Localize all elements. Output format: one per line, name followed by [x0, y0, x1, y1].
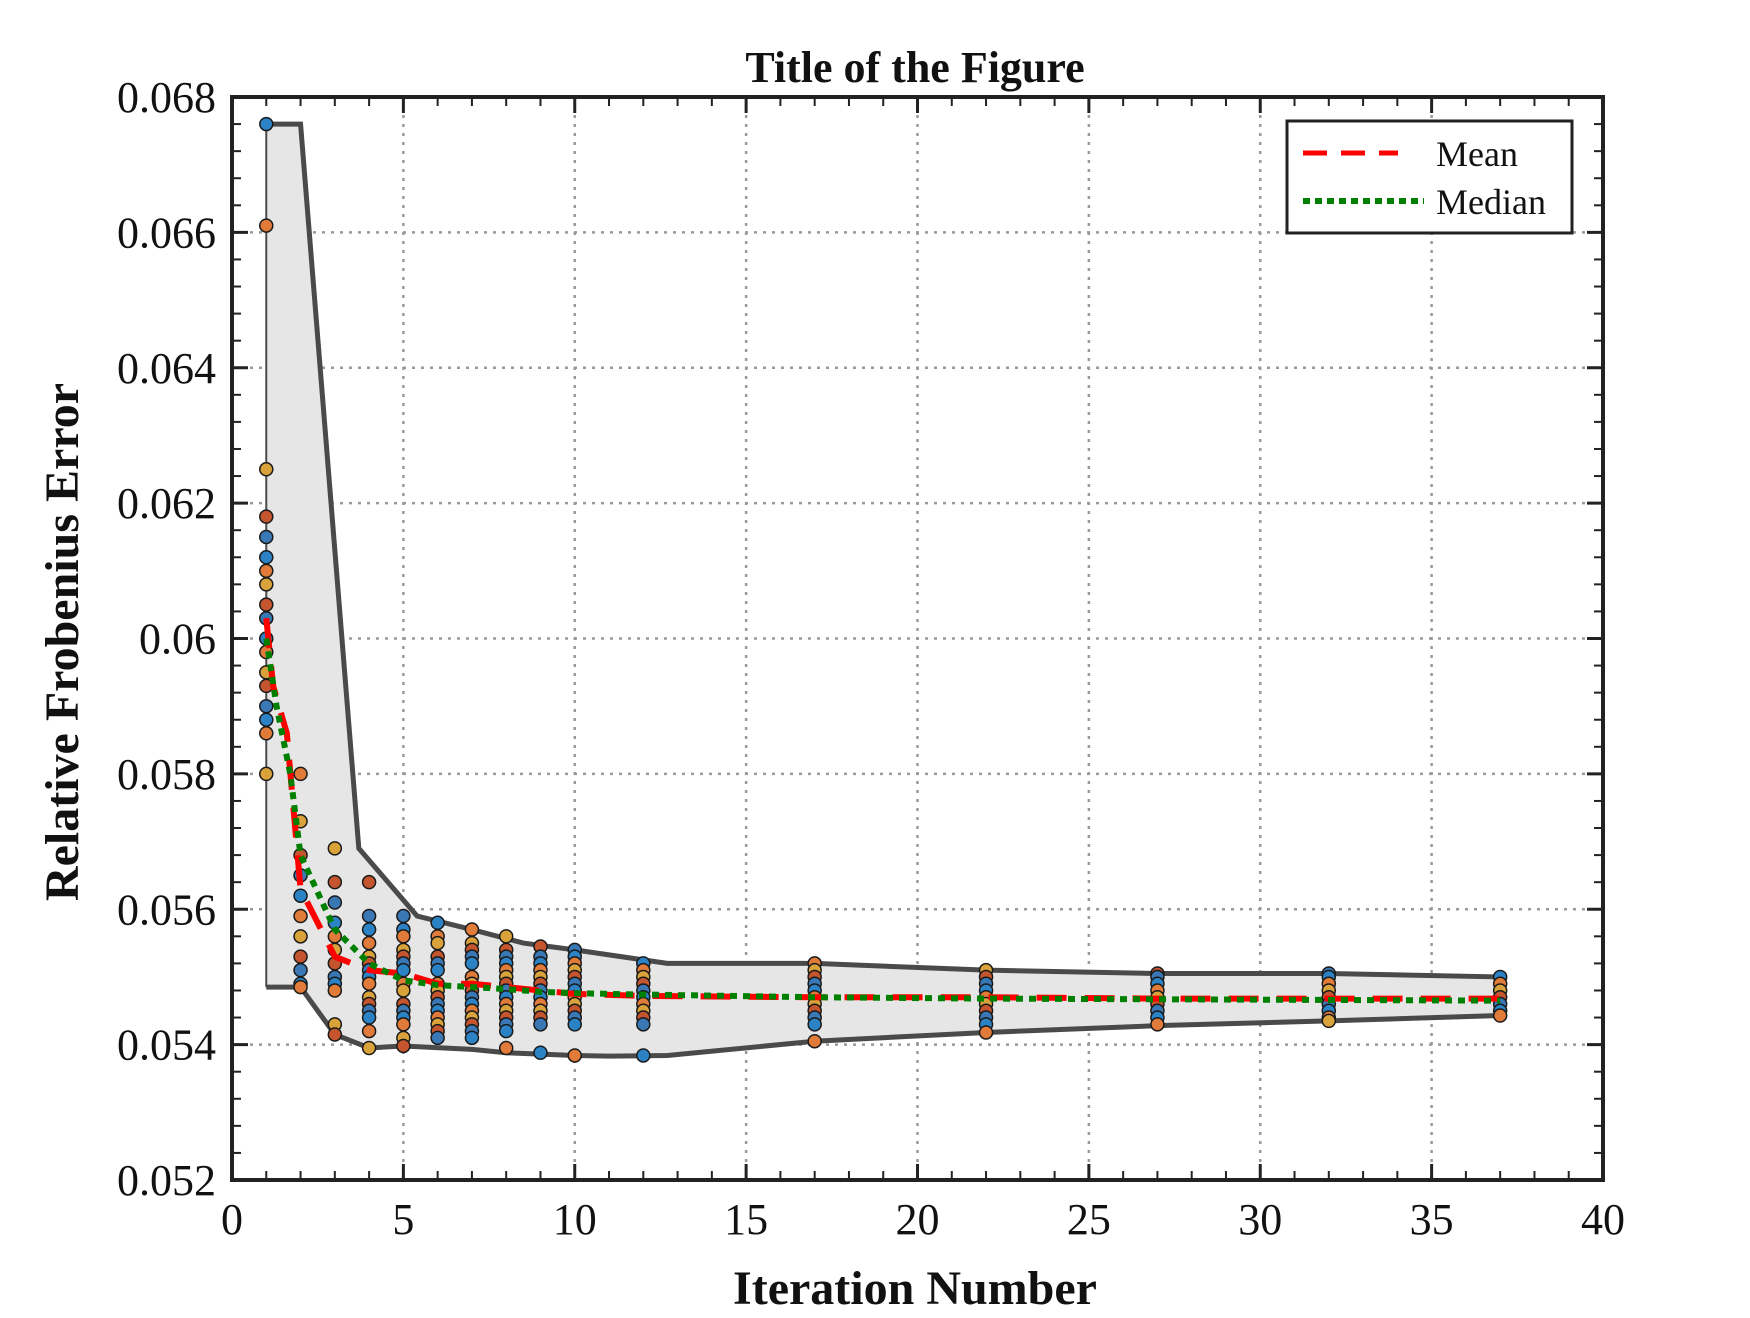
scatter-point: [396, 983, 411, 998]
x-tick-label: 5: [392, 1195, 414, 1244]
scatter-point: [464, 1030, 480, 1046]
range-band-fill: [266, 124, 1501, 1057]
scatter-point: [361, 1040, 377, 1056]
scatter-point: [361, 908, 377, 924]
scatter-point: [567, 1048, 582, 1063]
scatter-point: [259, 577, 274, 592]
y-tick-label: 0.052: [117, 1156, 216, 1205]
legend-label-mean: Mean: [1436, 134, 1518, 174]
scatter-point: [498, 929, 514, 944]
scatter-point: [361, 1010, 377, 1025]
scatter-point: [430, 935, 445, 951]
scatter-point: [533, 1017, 548, 1032]
scatter-point: [259, 116, 274, 132]
x-tick-label: 30: [1238, 1195, 1282, 1244]
scatter-point: [807, 1017, 822, 1032]
x-tick-label: 40: [1581, 1195, 1625, 1244]
x-tick-label: 35: [1410, 1195, 1454, 1244]
scatter-point: [396, 908, 411, 924]
scatter-point: [1150, 1017, 1165, 1032]
x-tick-label: 0: [221, 1195, 243, 1244]
range-band-lower-edge: [266, 984, 1501, 1059]
scatter-point: [430, 915, 445, 931]
scatter-point: [807, 1033, 822, 1049]
scatter-point: [293, 962, 308, 978]
y-tick-label: 0.058: [117, 750, 216, 799]
x-tick-label: 20: [896, 1195, 940, 1244]
legend: Mean Median: [1285, 119, 1574, 235]
y-axis-title: Relative Frobenius Error: [36, 383, 89, 901]
scatter-point: [327, 874, 343, 890]
scatter-point: [259, 597, 274, 612]
scatter-point: [327, 983, 343, 998]
scatter-point: [396, 1017, 411, 1032]
y-tick-label: 0.066: [117, 208, 216, 257]
scatter-point: [259, 726, 274, 741]
scatter-point: [259, 509, 274, 524]
legend-box: [1285, 119, 1574, 235]
scatter-point: [464, 956, 480, 971]
scatter-point: [498, 1040, 514, 1056]
x-axis-title: Iteration Number: [733, 1262, 1097, 1313]
scatter-point: [1321, 1013, 1337, 1029]
scatter-point: [978, 1025, 994, 1040]
scatter-point: [533, 1045, 548, 1060]
scatter-point: [396, 962, 411, 978]
scatter-point: [293, 908, 308, 924]
x-tick-label: 15: [724, 1195, 768, 1244]
y-tick-label: 0.06: [139, 615, 216, 664]
median-line: [263, 638, 1501, 1004]
scatter-point: [293, 949, 308, 964]
scatter-point: [259, 563, 274, 579]
y-tick-label: 0.054: [117, 1021, 216, 1070]
scatter-point: [396, 929, 411, 944]
scatter-point: [327, 1027, 343, 1042]
scatter-point: [498, 1023, 514, 1039]
x-tick-label: 10: [553, 1195, 597, 1244]
scatter-point: [259, 550, 274, 565]
scatter-point: [361, 1023, 377, 1039]
scatter-point: [464, 922, 480, 937]
scatter-point: [361, 922, 377, 937]
scatter-point: [430, 1030, 445, 1046]
scatter-point: [361, 935, 377, 951]
y-tick-label: 0.062: [117, 479, 216, 528]
scatter-point: [259, 712, 274, 727]
scatter-point: [293, 929, 308, 944]
scatter-point: [327, 841, 343, 856]
tick-labels: 0 5 10 15 20 25 30 35 40 0.052 0.054 0.056 0.058 0.06…: [117, 73, 1625, 1244]
scatter-point: [293, 766, 308, 782]
x-tick-label: 25: [1067, 1195, 1111, 1244]
scatter-point: [361, 874, 377, 890]
scatter-point: [327, 895, 343, 910]
scatter-point: [636, 1048, 651, 1063]
scatter-point: [259, 766, 274, 782]
legend-label-median: Median: [1436, 182, 1546, 222]
series-lines: [263, 617, 1501, 1004]
chart-title: Title of the Figure: [745, 43, 1084, 92]
scatter-point: [430, 962, 445, 978]
y-tick-label: 0.068: [117, 73, 216, 122]
y-tick-label: 0.064: [117, 344, 216, 393]
scatter-points: [259, 116, 1508, 1063]
scatter-point: [259, 462, 274, 477]
scatter-point: [293, 979, 308, 995]
scatter-point: [1492, 1008, 1508, 1023]
axes: [230, 95, 1605, 1182]
scatter-point: [259, 218, 274, 233]
scatter-point: [293, 888, 308, 903]
scatter-point: [259, 698, 274, 714]
y-tick-label: 0.056: [117, 885, 216, 934]
scatter-point: [259, 529, 274, 545]
scatter-point: [567, 1017, 582, 1032]
scatter-point: [636, 1017, 651, 1032]
scatter-point: [396, 1038, 411, 1054]
scatter-point: [361, 976, 377, 991]
